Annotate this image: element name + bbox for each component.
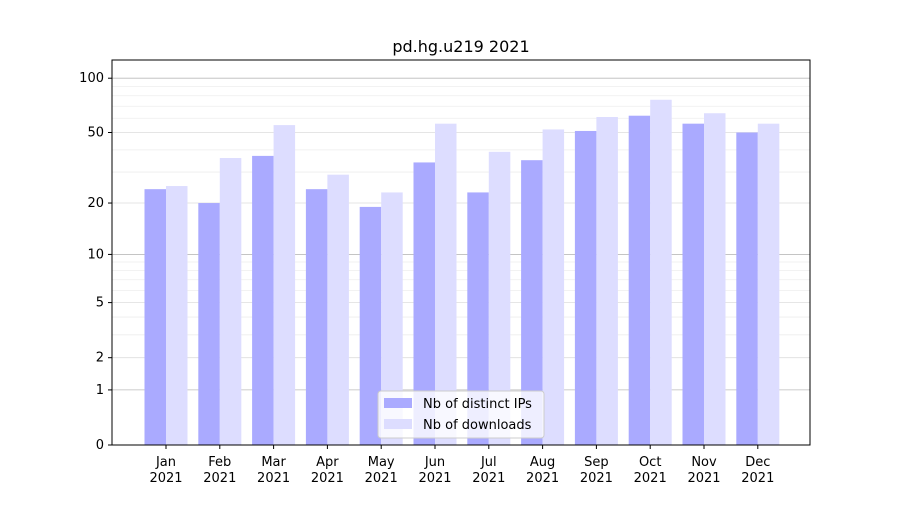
x-tick-label: Sep [584,455,609,470]
x-tick-label: Jun [424,455,445,470]
x-tick-label: 2021 [580,471,613,486]
x-tick-label: 2021 [741,471,774,486]
legend-label: Nb of distinct IPs [423,397,532,412]
legend-swatch [384,398,412,408]
x-tick-label: Jan [155,455,176,470]
bar-downloads [219,158,242,445]
bar-distinct-ips [521,160,543,446]
legend-box [377,390,545,439]
y-tick-label: 50 [87,126,104,141]
bar-distinct-ips [144,189,166,445]
bar-downloads [166,186,188,445]
bar-distinct-ips [574,130,597,445]
bar-downloads [327,174,349,445]
bar-distinct-ips [413,162,435,445]
y-tick-label: 10 [87,247,104,262]
x-tick-label: 2021 [687,471,720,486]
x-tick-label: 2021 [365,471,398,486]
x-tick-label: 2021 [311,471,344,486]
bar-distinct-ips [359,206,382,445]
y-tick-label: 100 [79,71,104,86]
y-tick-label: 0 [96,438,104,453]
bar-downloads [488,151,511,445]
plot-frame [111,59,811,446]
bar-downloads [704,113,726,446]
x-tick-label: 2021 [257,471,290,486]
bar-distinct-ips [628,115,651,445]
chart-title: pd.hg.u219 2021 [392,37,529,56]
x-tick-label: Feb [208,455,231,470]
bar-distinct-ips [198,203,220,445]
y-tick-label: 20 [87,196,104,211]
legend-swatch [384,419,412,429]
x-tick-label: Dec [745,455,770,470]
bar-downloads [435,123,457,445]
bar-distinct-ips [736,132,758,445]
bar-distinct-ips [252,155,274,445]
y-tick-label: 1 [96,383,104,398]
x-tick-label: Jul [480,455,497,470]
x-tick-label: May [368,455,395,470]
bar-downloads [650,99,672,446]
x-tick-label: Oct [639,455,661,470]
bar-downloads [381,192,403,445]
x-tick-label: Nov [691,455,717,470]
x-tick-label: 2021 [634,471,667,486]
x-tick-label: 2021 [203,471,236,486]
bar-distinct-ips [467,192,489,445]
bar-downloads [596,116,618,445]
legend: Nb of distinct IPs Nb of downloads [377,390,545,439]
x-tick-label: Apr [316,455,339,470]
legend-label: Nb of downloads [423,418,532,433]
x-tick-label: 2021 [472,471,505,486]
bar-downloads [273,125,296,445]
x-tick-label: 2021 [526,471,559,486]
bar-distinct-ips [305,189,328,445]
x-tick-label: 2021 [418,471,451,486]
bar-downloads [542,129,565,446]
bar-distinct-ips [682,123,704,445]
x-tick-label: 2021 [149,471,182,486]
x-tick-label: Aug [530,455,555,470]
y-tick-label: 2 [96,351,104,366]
x-tick-label: Mar [261,455,286,470]
bar-downloads [757,123,780,445]
y-tick-label: 5 [96,296,104,311]
